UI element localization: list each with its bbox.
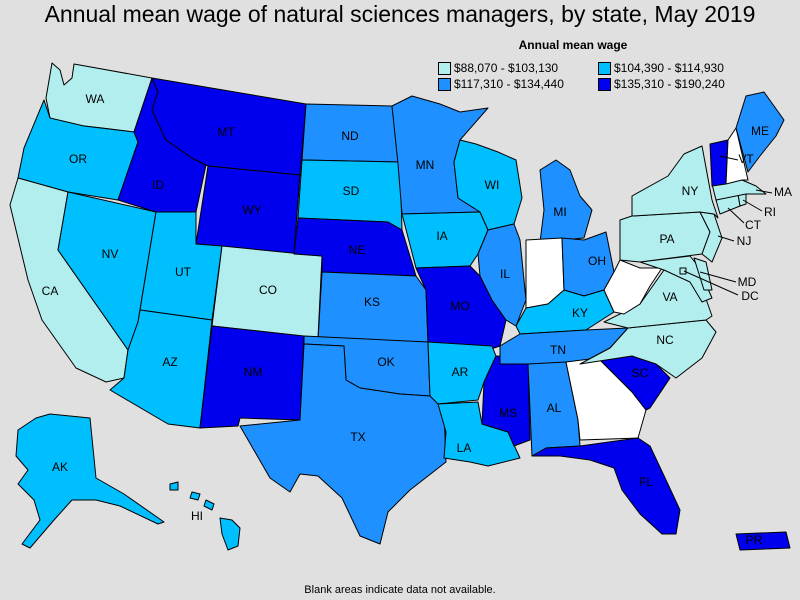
map-title: Annual mean wage of natural sciences man… (44, 1, 756, 27)
legend-label: $117,310 - $134,440 (454, 77, 564, 91)
state-label-ky: KY (572, 306, 588, 320)
state-labels: WA OR CA NV ID MT WY UT AZ CO NM ND SD N… (42, 92, 792, 547)
state-label-mi: MI (553, 205, 566, 219)
state-label-nv: NV (102, 247, 119, 261)
state-label-nd: ND (341, 129, 359, 143)
state-label-ar: AR (452, 365, 469, 379)
state-label-vt: VT (738, 152, 754, 166)
legend-swatch (598, 61, 611, 75)
callout-line-nj (717, 235, 735, 242)
state-label-id: ID (152, 178, 164, 192)
callout-line-ct (727, 207, 745, 224)
state-vt[interactable] (709, 139, 729, 187)
legend-swatch (438, 77, 451, 91)
callout-line-ri (742, 199, 763, 212)
state-hi[interactable] (169, 481, 241, 551)
callout-line-dc (683, 270, 739, 296)
state-nc[interactable] (579, 319, 717, 379)
state-label-mt: MT (217, 125, 235, 139)
legend-item-range-2: $104,390 - $114,930 (598, 61, 748, 75)
state-ar[interactable] (427, 341, 497, 405)
legend-item-range-4: $135,310 - $190,240 (598, 77, 748, 91)
state-label-tx: TX (350, 430, 365, 444)
state-label-md: MD (738, 275, 757, 289)
legend: Annual mean wage $88,070 - $103,130 $104… (438, 38, 725, 91)
legend-item-range-3: $117,310 - $134,440 (438, 77, 598, 91)
state-me[interactable] (735, 91, 785, 173)
state-label-ia: IA (436, 229, 447, 243)
state-label-ak: AK (52, 460, 68, 474)
state-label-wy: WY (242, 203, 261, 217)
state-label-mn: MN (416, 158, 435, 172)
state-il[interactable] (477, 223, 527, 327)
state-wv[interactable] (603, 259, 663, 315)
state-label-tn: TN (550, 343, 566, 357)
state-label-nm: NM (244, 365, 263, 379)
state-md[interactable] (639, 255, 713, 303)
state-label-oh: OH (588, 254, 606, 268)
state-mo[interactable] (415, 265, 507, 351)
legend-label: $88,070 - $103,130 (454, 61, 559, 75)
state-label-ut: UT (175, 265, 192, 279)
callout-line-vt (719, 155, 739, 161)
state-nh[interactable] (725, 127, 749, 185)
state-label-ny: NY (682, 184, 699, 198)
state-label-ok: OK (377, 355, 394, 369)
legend-item-range-1: $88,070 - $103,130 (438, 61, 598, 75)
state-label-fl: FL (639, 475, 653, 489)
state-ak[interactable] (15, 413, 165, 549)
state-label-ks: KS (364, 295, 380, 309)
state-label-me: ME (751, 124, 769, 138)
legend-swatch (438, 61, 451, 75)
legend-swatch (598, 77, 611, 91)
state-mi[interactable] (539, 159, 593, 243)
callout-lines (683, 155, 773, 296)
state-pr[interactable] (735, 531, 791, 551)
state-la[interactable] (437, 401, 521, 467)
callout-line-md (699, 271, 737, 283)
state-label-wi: WI (485, 178, 500, 192)
callout-line-ma (755, 189, 773, 194)
state-label-ct: CT (745, 218, 762, 232)
state-label-ne: NE (349, 243, 366, 257)
state-de[interactable] (693, 257, 713, 291)
legend-title: Annual mean wage (518, 38, 628, 52)
state-label-ma: MA (774, 185, 792, 199)
state-tx[interactable] (239, 343, 447, 545)
legend-label: $135,310 - $190,240 (614, 77, 725, 91)
state-label-ri: RI (764, 205, 776, 219)
state-dc[interactable] (679, 267, 687, 275)
state-label-nc: NC (656, 333, 674, 347)
state-label-wa: WA (86, 92, 105, 106)
state-label-hi: HI (191, 509, 203, 523)
legend-label: $104,390 - $114,930 (614, 61, 724, 75)
state-ny[interactable] (631, 145, 719, 219)
state-label-sc: SC (632, 366, 649, 380)
state-label-dc: DC (741, 289, 759, 303)
state-label-co: CO (259, 283, 277, 297)
state-fl[interactable] (531, 437, 681, 535)
state-label-az: AZ (162, 355, 177, 369)
state-label-ca: CA (42, 284, 59, 298)
state-label-ms: MS (499, 406, 517, 420)
state-label-sd: SD (343, 184, 360, 198)
state-label-nj: NJ (737, 234, 752, 248)
state-label-al: AL (547, 401, 562, 415)
state-label-il: IL (500, 267, 510, 281)
state-label-mo: MO (450, 299, 469, 313)
state-label-pa: PA (659, 232, 674, 246)
state-label-pr: PR (746, 533, 763, 547)
state-label-va: VA (662, 290, 677, 304)
state-label-or: OR (69, 152, 87, 166)
footnote: Blank areas indicate data not available. (304, 584, 496, 596)
state-label-la: LA (457, 441, 472, 455)
